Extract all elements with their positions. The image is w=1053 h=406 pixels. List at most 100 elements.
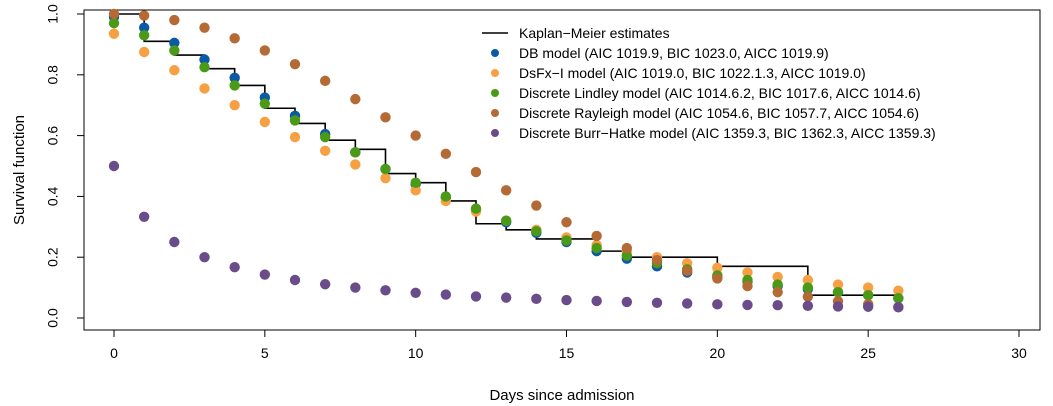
data-point: [138, 46, 150, 58]
data-point: [289, 131, 301, 143]
data-point: [591, 230, 602, 242]
data-point: [772, 300, 783, 311]
data-point: [500, 292, 512, 303]
data-point: [470, 166, 482, 178]
data-point: [108, 160, 120, 172]
data-point: [832, 301, 844, 312]
data-point: [893, 293, 904, 304]
data-point: [229, 262, 240, 273]
x-tick-label: 20: [710, 345, 726, 361]
data-point: [440, 148, 452, 160]
y-tick-label: 0.6: [45, 126, 61, 146]
legend-marker: [491, 69, 499, 77]
data-point: [500, 215, 512, 226]
data-point: [350, 93, 361, 105]
y-tick-label: 0.8: [45, 65, 61, 85]
data-point: [319, 145, 331, 156]
data-point: [681, 298, 693, 309]
data-point: [410, 177, 421, 188]
data-point: [350, 159, 361, 170]
data-point: [772, 271, 783, 283]
legend-label: Kaplan−Meier estimates: [519, 25, 670, 41]
data-point: [832, 279, 844, 290]
data-point: [380, 163, 391, 175]
data-point: [712, 299, 723, 310]
data-point: [893, 301, 904, 313]
legend-marker: [491, 49, 499, 57]
data-point: [410, 287, 421, 298]
data-point: [410, 185, 421, 196]
data-point: [561, 235, 572, 246]
data-point: [561, 217, 572, 228]
data-point: [380, 112, 391, 123]
data-point: [531, 226, 542, 237]
data-point: [199, 61, 210, 73]
data-point: [350, 282, 361, 293]
data-point: [862, 290, 874, 301]
x-tick-label: 30: [1011, 345, 1027, 361]
x-tick-label: 15: [559, 345, 575, 361]
data-point: [289, 58, 301, 70]
data-point: [350, 147, 361, 158]
data-point: [259, 116, 271, 128]
data-point: [199, 83, 210, 94]
legend-marker: [491, 89, 499, 97]
data-point: [862, 301, 874, 312]
x-tick-label: 5: [261, 345, 269, 361]
x-tick-label: 25: [860, 345, 876, 361]
data-point: [259, 45, 271, 56]
data-point: [591, 242, 602, 254]
data-point: [199, 54, 210, 65]
data-point: [199, 252, 210, 263]
data-point: [470, 203, 482, 214]
legend-marker: [491, 129, 499, 137]
data-point: [138, 30, 150, 41]
series-5-points: [108, 160, 904, 313]
data-point: [259, 269, 271, 280]
data-point: [259, 98, 271, 109]
data-point: [862, 282, 874, 293]
data-point: [289, 274, 301, 286]
data-point: [681, 265, 693, 277]
model-points: [108, 8, 904, 313]
data-point: [621, 250, 633, 261]
legend-label: DB model (AIC 1019.9, BIC 1023.0, AICC 1…: [519, 45, 829, 61]
data-point: [772, 286, 783, 298]
data-point: [410, 130, 421, 141]
data-point: [440, 289, 452, 300]
legend: Kaplan−Meier estimates DB model (AIC 1019…: [482, 25, 936, 141]
data-point: [169, 236, 180, 248]
y-tick-label: 1.0: [45, 4, 61, 24]
data-point: [229, 100, 240, 111]
data-point: [802, 274, 814, 286]
y-tick-label: 0.0: [45, 308, 61, 328]
data-point: [319, 75, 331, 87]
data-point: [802, 300, 814, 312]
data-point: [531, 200, 542, 211]
data-point: [169, 65, 180, 76]
data-point: [289, 115, 301, 126]
data-point: [138, 10, 150, 21]
data-point: [742, 267, 753, 278]
data-point: [621, 242, 633, 254]
data-point: [621, 296, 633, 308]
x-tick-label: 10: [408, 345, 424, 361]
data-point: [319, 279, 331, 290]
legend-marker: [491, 109, 499, 117]
x-axis-title: Days since admission: [489, 387, 634, 404]
x-tick-label: 0: [110, 345, 118, 361]
legend-label: Discrete Rayleigh model (AIC 1054.6, BIC…: [519, 105, 919, 121]
data-point: [742, 299, 753, 311]
data-point: [802, 291, 814, 302]
data-point: [380, 172, 391, 184]
y-tick-label: 0.4: [45, 186, 61, 206]
data-point: [229, 72, 240, 84]
data-point: [802, 282, 814, 293]
y-tick-label: 0.2: [45, 247, 61, 267]
data-point: [531, 293, 542, 305]
legend-label: Discrete Burr−Hatke model (AIC 1359.3, B…: [519, 125, 936, 141]
data-point: [108, 8, 120, 20]
data-point: [108, 17, 120, 29]
data-point: [229, 80, 240, 91]
